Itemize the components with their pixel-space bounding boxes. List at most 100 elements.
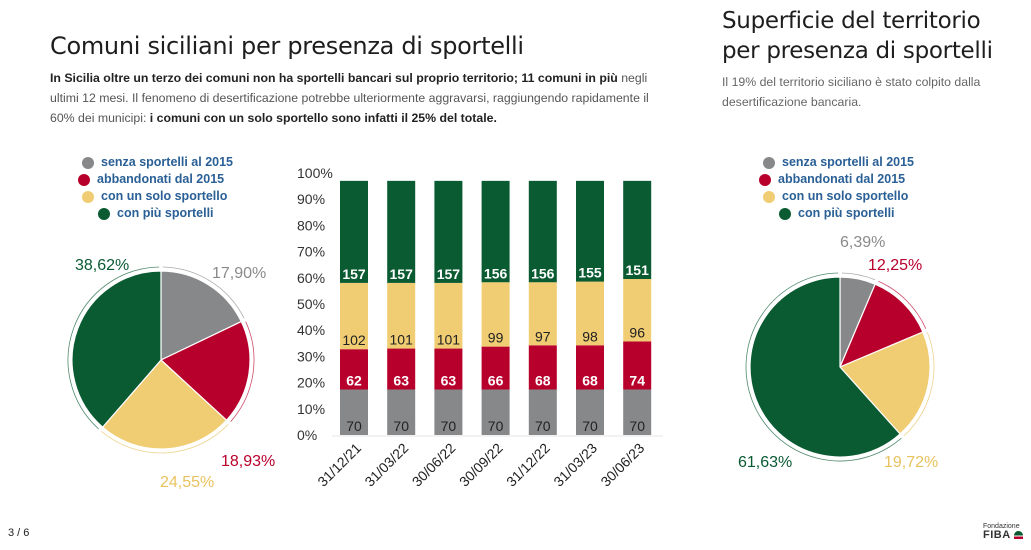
legend-item: con più sportelli xyxy=(779,205,914,222)
y-tick-label: 20% xyxy=(297,375,325,391)
bar-segment xyxy=(481,282,510,347)
bar-segment xyxy=(387,282,416,349)
legend-item: abbandonati dal 2015 xyxy=(759,171,914,188)
fiba-logo-icon xyxy=(1013,531,1023,540)
left-pie-slice-3 xyxy=(71,270,162,429)
bar-segment xyxy=(434,180,463,283)
x-tick-label: 31/03/23 xyxy=(550,440,600,490)
logo-line-1: Fondazione xyxy=(983,523,1020,530)
left-description: In Sicilia oltre un terzo dei comuni non… xyxy=(50,68,650,128)
bar-segment xyxy=(481,389,510,435)
bar-value-label: 70 xyxy=(346,418,362,434)
x-tick-label: 30/09/22 xyxy=(456,440,506,490)
left-pie-chart: 17,90% 18,93% 24,55% 38,62% xyxy=(67,257,275,491)
bar-segment xyxy=(623,180,652,280)
y-tick-label: 10% xyxy=(297,401,325,417)
page-indicator: 3 / 6 xyxy=(8,527,30,539)
bar-segment xyxy=(340,389,368,435)
legend-label: abbandonati dal 2015 xyxy=(97,172,225,186)
bar-value-label: 97 xyxy=(535,328,551,344)
legend-item: con più sportelli xyxy=(98,205,233,222)
bar-segment xyxy=(528,345,557,390)
left-chart-title: Comuni siciliani per presenza di sportel… xyxy=(50,32,524,60)
legend-dot-gray xyxy=(763,156,775,169)
right-pie-label-0: 6,39% xyxy=(840,234,885,251)
legend-label: abbandonati dal 2015 xyxy=(778,172,906,186)
y-tick-label: 100% xyxy=(297,165,333,181)
right-description: Il 19% del territorio siciliano è stato … xyxy=(722,75,981,109)
legend-dot-red xyxy=(759,173,771,186)
bar-value-label: 66 xyxy=(488,373,504,389)
legend-item: senza sportelli al 2015 xyxy=(763,154,914,171)
bar-value-label: 101 xyxy=(390,332,414,348)
legend-dot-red xyxy=(78,173,90,186)
bar-segment xyxy=(576,180,604,282)
y-tick-label: 50% xyxy=(297,296,325,312)
bar-segment xyxy=(481,346,510,390)
left-pie-slice-1 xyxy=(159,320,251,422)
bar-value-label: 156 xyxy=(531,265,555,281)
bar-segment xyxy=(528,389,557,435)
legend-dot-yellow xyxy=(763,190,775,203)
bar-segment xyxy=(481,180,510,283)
legend-item: abbandonati dal 2015 xyxy=(78,171,233,188)
bar-value-label: 68 xyxy=(535,373,551,389)
legend-label: con più sportelli xyxy=(798,206,895,220)
left-pie-label-1: 18,93% xyxy=(221,453,275,470)
right-pie-slice-3 xyxy=(749,276,901,458)
bar-value-label: 70 xyxy=(393,418,409,434)
y-tick-label: 90% xyxy=(297,191,325,207)
bar-segment xyxy=(387,348,416,390)
right-pie-label-1: 12,25% xyxy=(868,257,922,274)
bar-segment xyxy=(576,389,604,435)
bar-value-label: 157 xyxy=(437,266,461,282)
bar-segment xyxy=(434,282,463,349)
left-pie-arc-accent-2 xyxy=(101,424,229,454)
bar-value-label: 68 xyxy=(582,373,598,389)
left-pie-arc-accent-0 xyxy=(162,266,245,319)
left-pie-arc-accent-1 xyxy=(230,321,255,422)
right-pie-label-3: 61,63% xyxy=(738,454,792,471)
bar-value-label: 102 xyxy=(342,332,366,348)
legend-label: senza sportelli al 2015 xyxy=(782,155,915,169)
bar-value-label: 98 xyxy=(582,328,598,344)
bar-segment xyxy=(623,279,652,342)
right-pie-arc-accent-2 xyxy=(903,332,935,436)
legend-right: senza sportelli al 2015 abbandonati dal … xyxy=(759,154,914,222)
right-pie-chart: 6,39% 12,25% 19,72% 61,63% xyxy=(738,234,938,471)
right-title-line-1: Superficie del territorio xyxy=(722,8,981,34)
legend-dot-gray xyxy=(82,156,94,169)
y-tick-label: 30% xyxy=(297,348,325,364)
legend-dot-yellow xyxy=(82,190,94,203)
y-tick-label: 0% xyxy=(297,427,317,443)
bar-segment xyxy=(340,180,368,283)
bar-value-label: 70 xyxy=(441,418,457,434)
fiba-logo: Fondazione FIBA xyxy=(983,523,1023,541)
bar-value-label: 70 xyxy=(582,418,598,434)
bar-value-label: 157 xyxy=(390,266,414,282)
legend-label: senza sportelli al 2015 xyxy=(101,155,234,169)
legend-dot-green xyxy=(779,207,791,220)
bar-value-label: 74 xyxy=(629,373,645,389)
legend-dot-green xyxy=(98,207,110,220)
left-pie-slice-0 xyxy=(160,270,243,361)
x-tick-label: 30/06/22 xyxy=(409,440,459,490)
right-pie-arc-accent-3 xyxy=(745,272,902,462)
x-tick-label: 31/12/21 xyxy=(314,440,364,490)
bar-segment xyxy=(387,389,416,435)
bar-value-label: 156 xyxy=(484,265,508,281)
bar-value-label: 157 xyxy=(342,266,366,282)
x-tick-label: 31/12/22 xyxy=(503,440,553,490)
right-pie-slice-1 xyxy=(838,283,924,369)
x-tick-label: 31/03/22 xyxy=(361,440,411,490)
y-tick-label: 40% xyxy=(297,322,325,338)
legend-item: con un solo sportello xyxy=(763,188,914,205)
bar-value-label: 70 xyxy=(488,418,504,434)
right-pie-arc-accent-0 xyxy=(841,272,876,281)
bar-segment xyxy=(340,349,368,390)
bar-segment xyxy=(576,345,604,390)
bar-segment xyxy=(434,348,463,390)
y-tick-label: 80% xyxy=(297,217,325,233)
bar-segment xyxy=(623,389,652,435)
legend-left: senza sportelli al 2015 abbandonati dal … xyxy=(78,154,234,222)
